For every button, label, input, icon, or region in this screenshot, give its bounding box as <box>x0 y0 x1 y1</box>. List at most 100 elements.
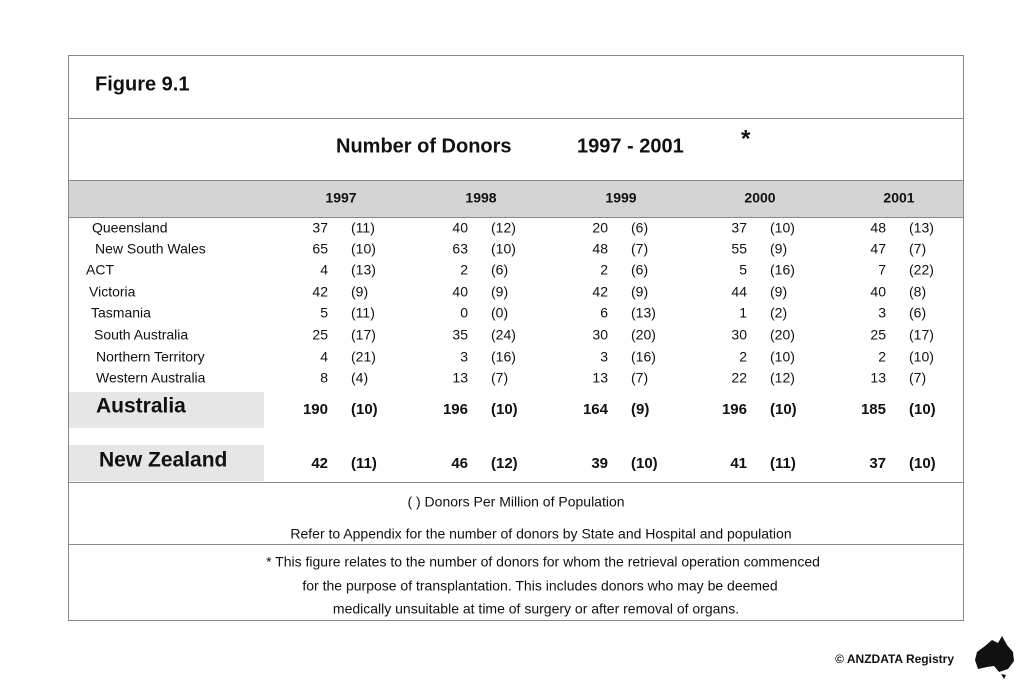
donor-pmp: (24) <box>491 327 516 343</box>
donor-pmp: (6) <box>631 262 648 278</box>
total-region: New Zealand <box>99 449 227 472</box>
donor-count: 6 <box>600 305 608 321</box>
year-header: 1999 <box>605 190 636 206</box>
donor-pmp: (9) <box>770 284 787 300</box>
footnote: * This figure relates to the number of d… <box>266 554 820 570</box>
refer-note: Refer to Appendix for the number of dono… <box>290 526 791 542</box>
donor-pmp: (12) <box>770 370 795 386</box>
donor-pmp: (10) <box>909 349 934 365</box>
total-pmp: (10) <box>909 401 936 418</box>
donor-pmp: (2) <box>770 305 787 321</box>
year-header: 1997 <box>325 190 356 206</box>
donor-pmp: (11) <box>351 220 375 236</box>
donor-pmp: (12) <box>491 220 516 236</box>
donor-pmp: (10) <box>770 349 795 365</box>
total-count: 41 <box>730 455 747 472</box>
donor-pmp: (0) <box>491 305 508 321</box>
donor-pmp: (9) <box>770 241 787 257</box>
total-count: 196 <box>443 401 468 418</box>
donor-pmp: (9) <box>631 284 648 300</box>
donor-pmp: (17) <box>909 327 934 343</box>
total-count: 46 <box>451 455 468 472</box>
region: Victoria <box>89 284 136 300</box>
total-count: 37 <box>869 455 886 472</box>
donor-count: 35 <box>452 327 468 343</box>
donor-pmp: (8) <box>909 284 926 300</box>
donor-pmp: (9) <box>491 284 508 300</box>
total-pmp: (11) <box>351 455 377 472</box>
donor-count: 42 <box>312 284 328 300</box>
total-pmp: (10) <box>491 401 518 418</box>
total-band <box>69 445 264 481</box>
donor-pmp: (7) <box>631 241 648 257</box>
copyright: © ANZDATA Registry <box>835 652 954 666</box>
total-pmp: (11) <box>770 455 796 472</box>
region: ACT <box>86 262 114 278</box>
total-count: 164 <box>583 401 609 418</box>
donor-pmp: (11) <box>351 305 375 321</box>
donor-count: 40 <box>870 284 886 300</box>
donor-count: 3 <box>460 349 468 365</box>
donor-pmp: (7) <box>491 370 508 386</box>
year-header: 2000 <box>744 190 775 206</box>
donor-count: 2 <box>460 262 468 278</box>
donor-count: 37 <box>312 220 328 236</box>
donor-count: 2 <box>739 349 747 365</box>
donor-count: 5 <box>320 305 328 321</box>
donor-pmp: (10) <box>351 241 376 257</box>
donor-pmp: (21) <box>351 349 376 365</box>
region: Tasmania <box>91 305 151 321</box>
donor-count: 40 <box>452 284 468 300</box>
donor-pmp: (7) <box>909 370 926 386</box>
donor-count: 48 <box>870 220 886 236</box>
donor-pmp: (20) <box>631 327 656 343</box>
year-header: 2001 <box>883 190 914 206</box>
donor-count: 40 <box>452 220 468 236</box>
donor-count: 4 <box>320 349 328 365</box>
donor-count: 65 <box>312 241 328 257</box>
donor-count: 8 <box>320 370 328 386</box>
donor-count: 55 <box>731 241 747 257</box>
donor-count: 13 <box>870 370 886 386</box>
year-header: 1998 <box>465 190 496 206</box>
donor-pmp: (6) <box>909 305 926 321</box>
donor-count: 2 <box>878 349 886 365</box>
region: South Australia <box>94 327 188 343</box>
donor-count: 3 <box>600 349 608 365</box>
donor-pmp: (13) <box>631 305 656 321</box>
donor-count: 20 <box>592 220 608 236</box>
donor-pmp: (22) <box>909 262 934 278</box>
total-count: 185 <box>861 401 886 418</box>
donor-pmp: (7) <box>909 241 926 257</box>
donor-pmp: (16) <box>770 262 795 278</box>
region: Queensland <box>92 220 168 236</box>
total-pmp: (10) <box>770 401 797 418</box>
total-band <box>69 392 264 428</box>
total-count: 39 <box>591 455 608 472</box>
donor-pmp: (20) <box>770 327 795 343</box>
donor-pmp: (16) <box>491 349 516 365</box>
total-count: 190 <box>303 401 328 418</box>
donor-count: 7 <box>878 262 886 278</box>
frame <box>68 55 964 621</box>
donor-count: 44 <box>731 284 747 300</box>
donor-count: 0 <box>460 305 468 321</box>
donor-count: 30 <box>731 327 747 343</box>
donor-pmp: (13) <box>351 262 376 278</box>
donor-count: 42 <box>592 284 608 300</box>
donor-count: 30 <box>592 327 608 343</box>
donor-pmp: (13) <box>909 220 934 236</box>
donor-count: 47 <box>870 241 886 257</box>
total-count: 196 <box>722 401 747 418</box>
header-band <box>69 181 963 217</box>
donor-pmp: (6) <box>491 262 508 278</box>
donor-count: 5 <box>739 262 747 278</box>
footnote: medically unsuitable at time of surgery … <box>333 601 739 617</box>
title: Number of Donors <box>336 135 512 157</box>
donor-count: 22 <box>731 370 747 386</box>
total-pmp: (10) <box>351 401 378 418</box>
donor-count: 48 <box>592 241 608 257</box>
total-pmp: (10) <box>909 455 936 472</box>
total-pmp: (10) <box>631 455 658 472</box>
period: 1997 - 2001 <box>577 135 684 157</box>
